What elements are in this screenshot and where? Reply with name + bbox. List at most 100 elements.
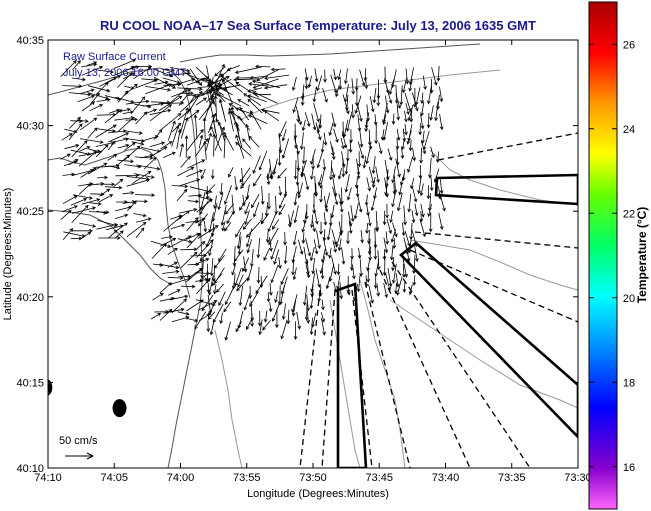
- current-vector: [332, 186, 339, 206]
- shoreline-north: [179, 43, 481, 63]
- current-vector: [439, 193, 446, 212]
- bay-shoreline: [48, 209, 173, 286]
- bathymetry-contour: [214, 329, 243, 468]
- current-vector: [187, 199, 200, 204]
- current-vector: [344, 158, 349, 175]
- current-vector: [206, 320, 211, 333]
- current-vector: [250, 249, 254, 268]
- current-vector: [370, 193, 377, 212]
- current-vector: [177, 166, 195, 177]
- current-vector: [320, 311, 325, 323]
- current-vector: [221, 78, 233, 105]
- current-vector: [348, 141, 353, 154]
- bathymetry-contour: [239, 69, 501, 121]
- current-vector: [427, 204, 432, 218]
- current-vector: [296, 311, 302, 330]
- current-vector: [349, 129, 353, 144]
- current-vector: [186, 159, 206, 169]
- current-vector: [205, 90, 213, 115]
- current-vector: [87, 127, 98, 139]
- x-axis-label: Longitude (Degrees:Minutes): [247, 488, 389, 500]
- current-vector: [283, 245, 288, 265]
- current-vector: [235, 107, 253, 115]
- current-vector: [263, 110, 280, 122]
- current-vector: [80, 167, 97, 178]
- current-vector: [346, 284, 351, 296]
- current-vector: [71, 140, 88, 158]
- current-vector: [274, 308, 279, 329]
- current-vector: [135, 199, 148, 204]
- current-vector: [319, 186, 323, 203]
- x-tick-label: 73:40: [432, 472, 460, 484]
- current-vector: [365, 223, 369, 235]
- current-vector: [375, 220, 379, 233]
- current-vector: [188, 94, 196, 105]
- current-vector: [231, 265, 236, 276]
- current-vector: [304, 77, 309, 90]
- current-vector: [252, 202, 260, 218]
- current-vector: [221, 221, 226, 232]
- current-vector: [391, 257, 395, 272]
- current-vector: [279, 285, 285, 306]
- current-vector: [214, 126, 225, 151]
- current-vector: [239, 194, 250, 211]
- current-vector: [205, 227, 216, 248]
- current-vector: [141, 78, 158, 82]
- current-vector: [162, 77, 181, 84]
- current-vector: [323, 212, 328, 226]
- current-vector: [419, 218, 426, 238]
- x-tick-label: 73:55: [233, 472, 261, 484]
- current-vector: [278, 185, 283, 197]
- current-vector: [373, 275, 378, 289]
- current-vector: [391, 263, 397, 284]
- current-vector: [433, 168, 440, 183]
- current-vector: [61, 205, 78, 213]
- current-vector: [404, 230, 411, 247]
- current-vector: [269, 165, 277, 179]
- current-vector: [392, 222, 398, 238]
- colorbar-tick-label: 26: [623, 39, 635, 51]
- current-vector: [277, 257, 282, 270]
- current-vector: [213, 195, 217, 210]
- current-vector: [224, 285, 235, 306]
- current-vector: [126, 221, 147, 238]
- current-vector: [402, 281, 407, 293]
- current-vector: [208, 300, 217, 317]
- current-vector: [401, 263, 406, 278]
- x-tick-label: 73:35: [498, 472, 526, 484]
- current-vector: [316, 150, 324, 169]
- current-vector: [253, 173, 262, 187]
- current-vector: [344, 68, 348, 85]
- current-vector: [243, 93, 262, 106]
- current-vector: [216, 93, 242, 107]
- current-vector: [346, 111, 353, 132]
- current-vector: [301, 220, 307, 233]
- current-vector: [309, 291, 314, 310]
- current-vector: [332, 240, 337, 253]
- current-vector: [252, 155, 261, 174]
- current-vector: [386, 87, 393, 104]
- current-vector: [264, 74, 290, 80]
- x-tick-label: 74:10: [34, 472, 62, 484]
- current-vector: [167, 247, 178, 255]
- current-vector: [107, 140, 116, 151]
- current-vector: [385, 231, 389, 245]
- current-vector: [133, 66, 152, 80]
- current-vector: [117, 143, 130, 149]
- current-vector: [211, 273, 223, 287]
- current-vector: [364, 120, 369, 133]
- beam-line: [379, 269, 471, 468]
- current-vector: [333, 128, 339, 144]
- current-vector: [323, 69, 327, 83]
- current-vector: [303, 173, 310, 191]
- current-vector: [354, 95, 362, 115]
- beam-line: [364, 281, 411, 468]
- current-vector: [267, 193, 271, 210]
- current-vector: [184, 135, 189, 158]
- current-vector: [307, 75, 312, 89]
- current-vector: [331, 146, 336, 161]
- current-vector: [328, 247, 332, 259]
- current-vector: [122, 72, 136, 80]
- beam-line: [391, 261, 531, 468]
- current-vector: [77, 94, 96, 103]
